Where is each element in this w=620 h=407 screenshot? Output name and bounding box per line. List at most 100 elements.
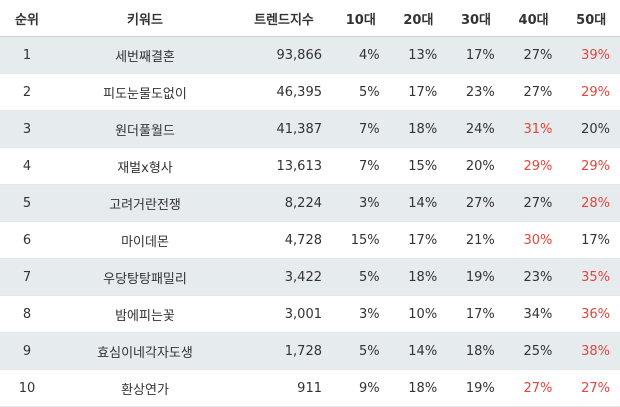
trend-index-cell: 93,866 (236, 36, 332, 74)
age-50-cell: 38% (562, 332, 620, 370)
table-row: 2 피도눈물도없이 46,395 5% 17% 23% 27% 29% (0, 73, 620, 111)
age-40-cell: 25% (504, 332, 563, 370)
header-keyword: 키워드 (54, 0, 236, 37)
age-10-cell: 7% (332, 110, 390, 148)
trend-index-cell: 41,387 (236, 110, 332, 148)
keyword-cell: 원더풀월드 (54, 110, 236, 148)
table-row: 7 우당탕탕패밀리 3,422 5% 18% 19% 23% 35% (0, 258, 620, 296)
header-rank: 순위 (0, 0, 54, 37)
age-50-cell: 29% (562, 73, 620, 111)
trend-index-cell: 13,613 (236, 147, 332, 185)
rank-cell: 3 (0, 110, 54, 148)
age-10-cell: 3% (332, 295, 390, 333)
trend-index-cell: 4,728 (236, 221, 332, 259)
age-20-cell: 18% (389, 369, 448, 407)
rank-cell: 10 (0, 369, 54, 407)
rank-cell: 1 (0, 36, 54, 74)
table-row: 8 밤에피는꽃 3,001 3% 10% 17% 34% 36% (0, 295, 620, 333)
trend-index-cell: 8,224 (236, 184, 332, 222)
trend-index-cell: 3,422 (236, 258, 332, 296)
age-20-cell: 18% (389, 258, 448, 296)
age-30-cell: 20% (447, 147, 505, 185)
age-10-cell: 15% (332, 221, 390, 259)
age-30-cell: 17% (447, 36, 505, 74)
keyword-cell: 효심이네각자도생 (54, 332, 236, 370)
age-30-cell: 18% (447, 332, 505, 370)
header-age-30: 30대 (447, 0, 505, 37)
age-40-cell: 27% (504, 73, 563, 111)
keyword-cell: 고려거란전쟁 (54, 184, 236, 222)
age-30-cell: 27% (447, 184, 505, 222)
rank-cell: 8 (0, 295, 54, 333)
age-10-cell: 7% (332, 147, 390, 185)
age-30-cell: 19% (447, 258, 505, 296)
age-50-cell: 39% (562, 36, 620, 74)
age-50-cell: 27% (562, 369, 620, 407)
age-40-cell: 23% (504, 258, 563, 296)
table-row: 10 환상연가 911 9% 18% 19% 27% 27% (0, 369, 620, 407)
age-30-cell: 19% (447, 369, 505, 407)
keyword-cell: 재벌x형사 (54, 147, 236, 185)
rank-cell: 6 (0, 221, 54, 259)
age-40-cell: 34% (504, 295, 563, 333)
header-age-20: 20대 (389, 0, 448, 37)
age-30-cell: 24% (447, 110, 505, 148)
trend-index-cell: 1,728 (236, 332, 332, 370)
age-40-cell: 29% (504, 147, 563, 185)
age-20-cell: 14% (389, 184, 448, 222)
age-20-cell: 14% (389, 332, 448, 370)
table-row: 4 재벌x형사 13,613 7% 15% 20% 29% 29% (0, 147, 620, 185)
age-10-cell: 5% (332, 258, 390, 296)
rank-cell: 2 (0, 73, 54, 111)
age-50-cell: 35% (562, 258, 620, 296)
age-50-cell: 17% (562, 221, 620, 259)
trend-index-cell: 911 (236, 369, 332, 407)
keyword-cell: 세번째결혼 (54, 36, 236, 74)
age-20-cell: 15% (389, 147, 448, 185)
header-age-50: 50대 (562, 0, 620, 37)
age-50-cell: 28% (562, 184, 620, 222)
age-20-cell: 18% (389, 110, 448, 148)
header-trend-index: 트렌드지수 (236, 0, 332, 37)
age-40-cell: 27% (504, 36, 563, 74)
rank-cell: 7 (0, 258, 54, 296)
rank-cell: 5 (0, 184, 54, 222)
table-row: 5 고려거란전쟁 8,224 3% 14% 27% 27% 28% (0, 184, 620, 222)
age-30-cell: 21% (447, 221, 505, 259)
trend-index-cell: 46,395 (236, 73, 332, 111)
header-age-10: 10대 (332, 0, 390, 37)
age-10-cell: 3% (332, 184, 390, 222)
age-10-cell: 5% (332, 73, 390, 111)
header-row: 순위 키워드 트렌드지수 10대 20대 30대 40대 50대 (0, 0, 620, 37)
age-40-cell: 30% (504, 221, 563, 259)
table-row: 3 원더풀월드 41,387 7% 18% 24% 31% 20% (0, 110, 620, 148)
age-50-cell: 36% (562, 295, 620, 333)
age-40-cell: 31% (504, 110, 563, 148)
age-20-cell: 17% (389, 73, 448, 111)
age-30-cell: 17% (447, 295, 505, 333)
age-40-cell: 27% (504, 369, 563, 407)
rank-cell: 9 (0, 332, 54, 370)
keyword-cell: 우당탕탕패밀리 (54, 258, 236, 296)
table-row: 9 효심이네각자도생 1,728 5% 14% 18% 25% 38% (0, 332, 620, 370)
age-40-cell: 27% (504, 184, 563, 222)
trend-index-cell: 3,001 (236, 295, 332, 333)
age-30-cell: 23% (447, 73, 505, 111)
header-age-40: 40대 (504, 0, 563, 37)
keyword-cell: 마이데몬 (54, 221, 236, 259)
age-10-cell: 4% (332, 36, 390, 74)
table-row: 6 마이데몬 4,728 15% 17% 21% 30% 17% (0, 221, 620, 259)
age-10-cell: 5% (332, 332, 390, 370)
keyword-cell: 피도눈물도없이 (54, 73, 236, 111)
age-50-cell: 29% (562, 147, 620, 185)
rank-cell: 4 (0, 147, 54, 185)
age-50-cell: 20% (562, 110, 620, 148)
table-row: 1 세번째결혼 93,866 4% 13% 17% 27% 39% (0, 36, 620, 74)
age-20-cell: 13% (389, 36, 448, 74)
age-10-cell: 9% (332, 369, 390, 407)
age-20-cell: 17% (389, 221, 448, 259)
keyword-cell: 환상연가 (54, 369, 236, 407)
age-20-cell: 10% (389, 295, 448, 333)
keyword-cell: 밤에피는꽃 (54, 295, 236, 333)
